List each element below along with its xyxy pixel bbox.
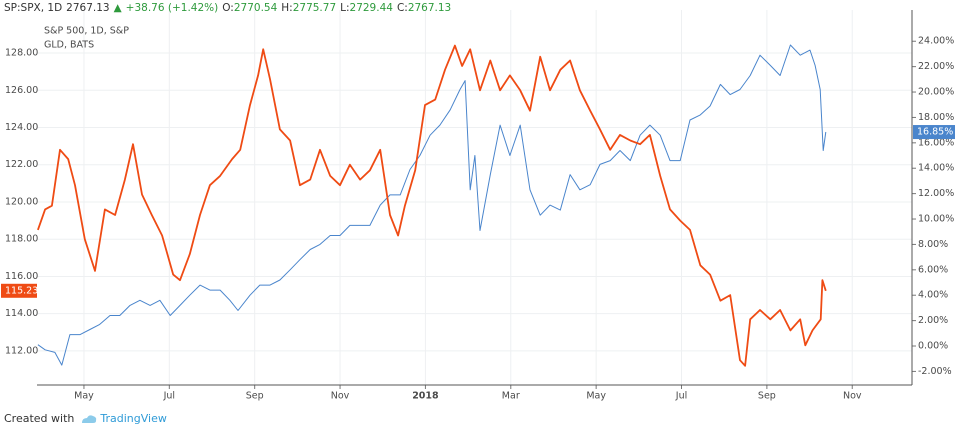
x-tick-label: Sep (758, 391, 776, 402)
y2-tick-label: 12.00% (918, 188, 954, 199)
last-price: 2767.13 (66, 2, 110, 14)
y2-tick-label: 10.00% (918, 214, 954, 225)
y2-tick-label: 6.00% (918, 264, 948, 275)
legend-entry: GLD, BATS (44, 40, 94, 51)
high-label: H: (281, 2, 293, 14)
last-value-badge (1, 283, 37, 298)
y2-tick-label: 0.00% (918, 341, 948, 352)
low-label: L: (340, 2, 350, 14)
y-tick-label: 124.00 (5, 122, 38, 133)
last-value-label: 115.23 (5, 285, 38, 296)
x-tick-label: Jul (675, 391, 687, 402)
change: +38.76 (+1.42%) (125, 2, 219, 14)
close: 2767.13 (407, 2, 452, 14)
x-tick-label: Jul (163, 391, 175, 402)
y-tick-label: 120.00 (5, 196, 38, 207)
change-arrow: ▲ (113, 2, 122, 14)
high: 2775.77 (292, 2, 337, 14)
open-label: O: (222, 2, 234, 14)
y-tick-label: 122.00 (5, 159, 38, 170)
y2-tick-label: 2.00% (918, 315, 948, 326)
x-tick-label: Nov (843, 391, 862, 402)
y2-tick-label: 24.00% (918, 36, 954, 47)
y-tick-label: 112.00 (5, 345, 38, 356)
series-line (37, 44, 827, 367)
y2-tick-label: 16.00% (918, 137, 954, 148)
last-value-badge (913, 125, 955, 140)
x-tick-label: May (586, 391, 606, 402)
x-tick-label: May (74, 391, 94, 402)
y2-tick-label: 18.00% (918, 112, 954, 123)
y2-tick-label: 22.00% (918, 61, 954, 72)
y-tick-label: 126.00 (5, 85, 38, 96)
y2-tick-label: 20.00% (918, 87, 954, 98)
footer: Created with TradingView (4, 412, 167, 425)
y2-tick-label: -2.00% (918, 366, 952, 377)
last-value-label: 16.85% (917, 127, 953, 138)
open: 2770.54 (233, 2, 278, 14)
y-tick-label: 128.00 (5, 48, 38, 59)
x-tick-label: Sep (246, 391, 264, 402)
y2-tick-label: 14.00% (918, 163, 954, 174)
y-tick-label: 118.00 (5, 234, 38, 245)
x-tick-label: 2018 (412, 391, 439, 402)
y2-tick-label: 4.00% (918, 290, 948, 301)
created-with: Created with (4, 412, 75, 425)
brand: TradingView (100, 412, 167, 425)
y2-tick-label: 8.00% (918, 239, 948, 250)
series-line (37, 44, 827, 366)
low: 2729.44 (349, 2, 393, 14)
y-tick-label: 116.00 (5, 271, 38, 282)
logo (82, 414, 97, 423)
x-tick-label: Nov (331, 391, 350, 402)
x-tick-label: Mar (502, 391, 520, 402)
close-label: C: (396, 2, 408, 14)
y-tick-label: 114.00 (5, 308, 38, 319)
legend-entry: S&P 500, 1D, S&P (44, 26, 129, 37)
header: SP:SPX, 1D 2767.13 ▲ +38.76 (+1.42%) O: 2… (4, 2, 451, 14)
symbol: SP:SPX, 1D (4, 2, 63, 14)
